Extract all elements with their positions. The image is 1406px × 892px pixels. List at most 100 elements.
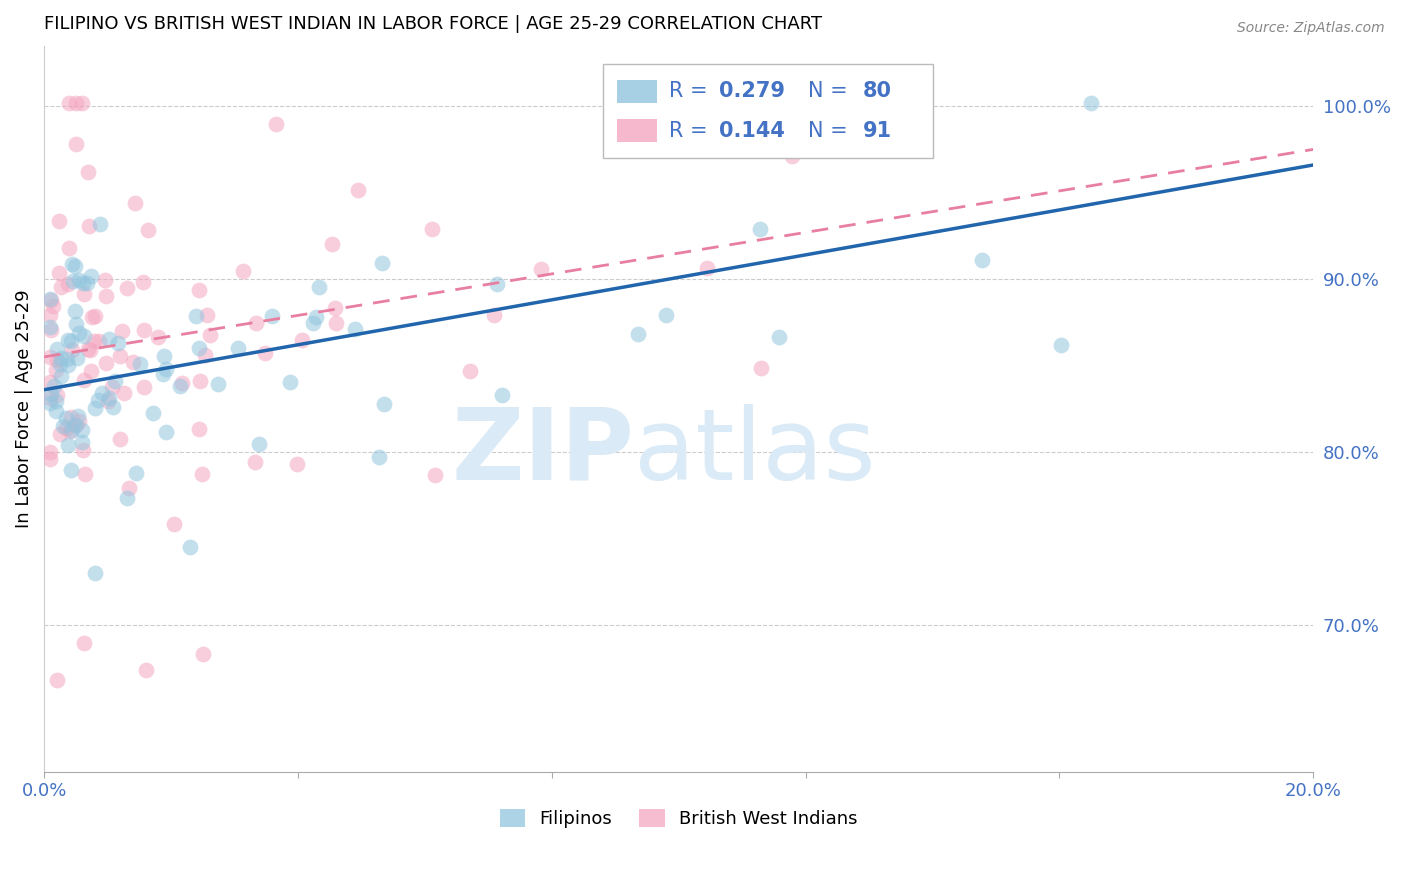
- Point: [73, 373, 96, 387]
- Point: [134, 380, 156, 394]
- Point: [49, 357, 72, 371]
- Point: [65, 137, 87, 152]
- Point: [39, 391, 62, 405]
- Point: [134, 323, 156, 337]
- Point: [308, 280, 330, 294]
- Point: [73, 286, 96, 301]
- Point: [232, 264, 254, 278]
- Point: [39, 452, 62, 467]
- Point: [226, 341, 249, 355]
- Point: [46, 343, 69, 357]
- Point: [169, 379, 191, 393]
- Point: [65, 417, 87, 432]
- Text: R =: R =: [668, 120, 714, 141]
- Point: [48, 266, 70, 280]
- Point: [323, 301, 346, 315]
- Point: [45, 673, 67, 688]
- Point: [194, 348, 217, 362]
- Text: 0.144: 0.144: [720, 120, 785, 141]
- Point: [58, 95, 80, 110]
- Point: [60, 423, 83, 437]
- Point: [179, 540, 201, 554]
- Point: [135, 663, 157, 677]
- Point: [77, 219, 100, 233]
- Point: [65, 304, 87, 318]
- Text: Source: ZipAtlas.com: Source: ZipAtlas.com: [1237, 21, 1385, 36]
- Point: [197, 308, 219, 322]
- Point: [343, 321, 366, 335]
- Point: [112, 386, 135, 401]
- Point: [39, 396, 62, 410]
- Point: [45, 394, 67, 409]
- Point: [172, 376, 194, 390]
- Point: [136, 223, 159, 237]
- Text: 0.279: 0.279: [720, 81, 786, 102]
- Point: [39, 376, 62, 390]
- Point: [188, 422, 211, 436]
- Point: [67, 272, 90, 286]
- Point: [94, 273, 117, 287]
- Point: [45, 404, 67, 418]
- Text: 91: 91: [863, 120, 891, 141]
- Point: [153, 349, 176, 363]
- Point: [188, 374, 211, 388]
- FancyBboxPatch shape: [616, 79, 657, 103]
- Point: [39, 308, 62, 322]
- Point: [122, 355, 145, 369]
- Point: [39, 445, 62, 459]
- Point: [70, 434, 93, 449]
- Text: ZIP: ZIP: [451, 404, 634, 500]
- Point: [207, 377, 229, 392]
- Text: FILIPINO VS BRITISH WEST INDIAN IN LABOR FORCE | AGE 25-29 CORRELATION CHART: FILIPINO VS BRITISH WEST INDIAN IN LABOR…: [44, 15, 823, 33]
- Point: [155, 362, 177, 376]
- Point: [67, 409, 90, 424]
- Point: [321, 236, 343, 251]
- Point: [46, 387, 69, 401]
- Point: [253, 346, 276, 360]
- Point: [108, 349, 131, 363]
- Point: [65, 317, 87, 331]
- Point: [458, 364, 481, 378]
- Point: [80, 310, 103, 324]
- Point: [58, 277, 80, 291]
- Text: R =: R =: [668, 81, 714, 102]
- Point: [77, 342, 100, 356]
- Point: [75, 467, 97, 482]
- Point: [56, 358, 79, 372]
- FancyBboxPatch shape: [616, 119, 657, 142]
- Point: [1080, 95, 1102, 110]
- Point: [49, 280, 72, 294]
- Point: [97, 394, 120, 409]
- Point: [89, 334, 111, 348]
- Point: [423, 467, 446, 482]
- Point: [111, 324, 134, 338]
- Point: [42, 299, 65, 313]
- Point: [73, 636, 96, 650]
- Point: [301, 316, 323, 330]
- Point: [94, 356, 117, 370]
- Point: [39, 323, 62, 337]
- Point: [118, 481, 141, 495]
- Point: [70, 95, 93, 110]
- Point: [39, 293, 62, 308]
- Point: [62, 274, 84, 288]
- Point: [83, 334, 105, 348]
- Point: [422, 222, 444, 236]
- Point: [627, 326, 650, 341]
- Point: [76, 277, 98, 291]
- Point: [108, 432, 131, 446]
- Point: [101, 380, 124, 394]
- Point: [67, 326, 90, 340]
- Point: [285, 458, 308, 472]
- Point: [325, 316, 347, 330]
- Text: N =: N =: [808, 120, 855, 141]
- Point: [1049, 337, 1071, 351]
- Point: [49, 426, 72, 441]
- Text: atlas: atlas: [634, 404, 876, 500]
- Point: [142, 406, 165, 420]
- Point: [486, 277, 509, 291]
- Point: [190, 467, 212, 481]
- Point: [73, 328, 96, 343]
- Point: [247, 437, 270, 451]
- Point: [79, 343, 101, 358]
